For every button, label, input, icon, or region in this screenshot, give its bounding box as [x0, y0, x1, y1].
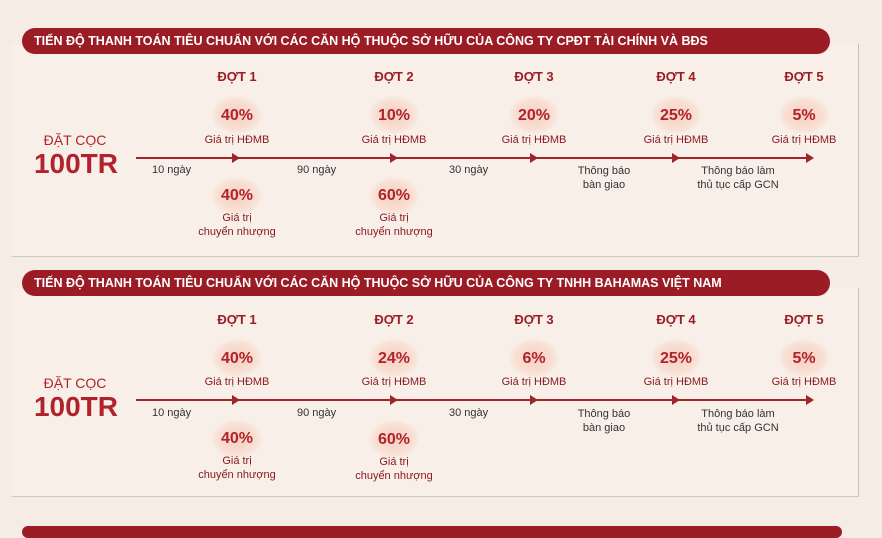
stage-percent: 20% — [517, 107, 551, 124]
stage-percent: 5% — [792, 107, 816, 124]
stage-percent-circle — [212, 177, 262, 215]
stage-label: ĐỢT 3 — [514, 312, 554, 327]
timeline-arrow-icon — [806, 153, 814, 163]
timeline-arrow-icon — [672, 395, 680, 405]
stage-percent-circle — [779, 96, 829, 134]
stage-label: ĐỢT 4 — [656, 312, 696, 327]
stage-below-description: Giá trị — [379, 456, 409, 468]
stage-label: ĐỢT 5 — [784, 69, 824, 84]
stage-percent-circle — [509, 96, 559, 134]
stage-label: ĐỢT 3 — [514, 69, 554, 84]
stage-description: Giá trị HĐMB — [204, 134, 270, 146]
stage-percent-circle — [509, 339, 559, 377]
stage-label: ĐỢT 2 — [374, 312, 414, 327]
timeline-arrow-icon — [806, 395, 814, 405]
milestone-note: bàn giao — [582, 422, 626, 434]
panel-section-2 — [12, 288, 859, 497]
milestone-note: bàn giao — [582, 179, 626, 191]
interval-label: 90 ngày — [297, 407, 337, 419]
panel-section-1 — [12, 44, 859, 257]
interval-label: 10 ngày — [152, 164, 192, 176]
stage-description: Giá trị HĐMB — [204, 376, 270, 388]
stage-percent: 25% — [659, 350, 693, 367]
stage-below-description: chuyển nhượng — [355, 470, 433, 482]
stage-percent: 10% — [377, 107, 411, 124]
milestone-note: thủ tục cấp GCN — [697, 179, 779, 191]
deposit-label: ĐẶT CỌC — [43, 375, 107, 391]
stage-percent-circle — [651, 339, 701, 377]
section-banner: TIẾN ĐỘ THANH TOÁN TIÊU CHUẨN VỚI CÁC CĂ… — [22, 28, 830, 54]
milestone-note: Thông báo — [577, 408, 631, 420]
stage-percent-circle — [212, 96, 262, 134]
stage-description: Giá trị HĐMB — [501, 376, 567, 388]
stage-below-description: Giá trị — [379, 212, 409, 224]
stage-below-description: chuyển nhượng — [198, 226, 276, 238]
timeline-arrow-icon — [672, 153, 680, 163]
stage-percent-circle — [651, 96, 701, 134]
stage-below-description: chuyển nhượng — [198, 469, 276, 481]
stage-description: Giá trị HĐMB — [643, 134, 709, 146]
stage-percent: 40% — [220, 107, 254, 124]
stage-below-percent: 60% — [377, 187, 411, 204]
stage-below-percent: 40% — [220, 430, 254, 447]
interval-label: 30 ngày — [449, 407, 489, 419]
stage-label: ĐỢT 5 — [784, 312, 824, 327]
timeline-arrow-icon — [232, 153, 240, 163]
next-section-banner — [22, 526, 842, 538]
stage-percent: 40% — [220, 350, 254, 367]
timeline-arrow-icon — [390, 153, 398, 163]
stage-percent: 24% — [377, 350, 411, 367]
milestone-note: Thông báo làm — [701, 408, 775, 420]
milestone-note: thủ tục cấp GCN — [697, 422, 779, 434]
stage-percent-circle — [369, 420, 419, 458]
deposit-amount: 100TR — [33, 148, 119, 179]
stage-below-description: chuyển nhượng — [355, 226, 433, 238]
stage-percent-circle — [212, 339, 262, 377]
stage-percent-circle — [212, 420, 262, 458]
deposit-amount: 100TR — [33, 391, 119, 422]
stage-description: Giá trị HĐMB — [771, 376, 837, 388]
timeline-line — [136, 157, 812, 159]
stage-label: ĐỢT 1 — [217, 312, 257, 327]
milestone-note: Thông báo — [577, 165, 631, 177]
milestone-note: Thông báo làm — [701, 165, 775, 177]
timeline-arrow-icon — [530, 395, 538, 405]
timeline-arrow-icon — [530, 153, 538, 163]
stage-percent-circle — [369, 339, 419, 377]
stage-percent-circle — [369, 96, 419, 134]
stage-below-description: Giá trị — [222, 455, 252, 467]
interval-label: 10 ngày — [152, 407, 192, 419]
timeline-arrow-icon — [232, 395, 240, 405]
stage-percent: 25% — [659, 107, 693, 124]
payment-schedule-section-1: TIẾN ĐỘ THANH TOÁN TIÊU CHUẨN VỚI CÁC CĂ… — [0, 0, 882, 260]
stage-percent: 6% — [522, 350, 546, 367]
stage-description: Giá trị HĐMB — [771, 134, 837, 146]
stage-below-percent: 40% — [220, 187, 254, 204]
stage-percent: 5% — [792, 350, 816, 367]
interval-label: 30 ngày — [449, 164, 489, 176]
deposit-label: ĐẶT CỌC — [43, 132, 107, 148]
stage-label: ĐỢT 4 — [656, 69, 696, 84]
stage-below-percent: 60% — [377, 431, 411, 448]
section-banner: TIẾN ĐỘ THANH TOÁN TIÊU CHUẨN VỚI CÁC CĂ… — [22, 270, 830, 296]
stage-description: Giá trị HĐMB — [643, 376, 709, 388]
timeline-arrow-icon — [390, 395, 398, 405]
stage-description: Giá trị HĐMB — [501, 134, 567, 146]
stage-description: Giá trị HĐMB — [361, 376, 427, 388]
stage-percent-circle — [779, 339, 829, 377]
stage-below-description: Giá trị — [222, 212, 252, 224]
timeline-line — [136, 399, 812, 401]
stage-percent-circle — [369, 177, 419, 215]
stage-label: ĐỢT 1 — [217, 69, 257, 84]
interval-label: 90 ngày — [297, 164, 337, 176]
stage-label: ĐỢT 2 — [374, 69, 414, 84]
stage-description: Giá trị HĐMB — [361, 134, 427, 146]
